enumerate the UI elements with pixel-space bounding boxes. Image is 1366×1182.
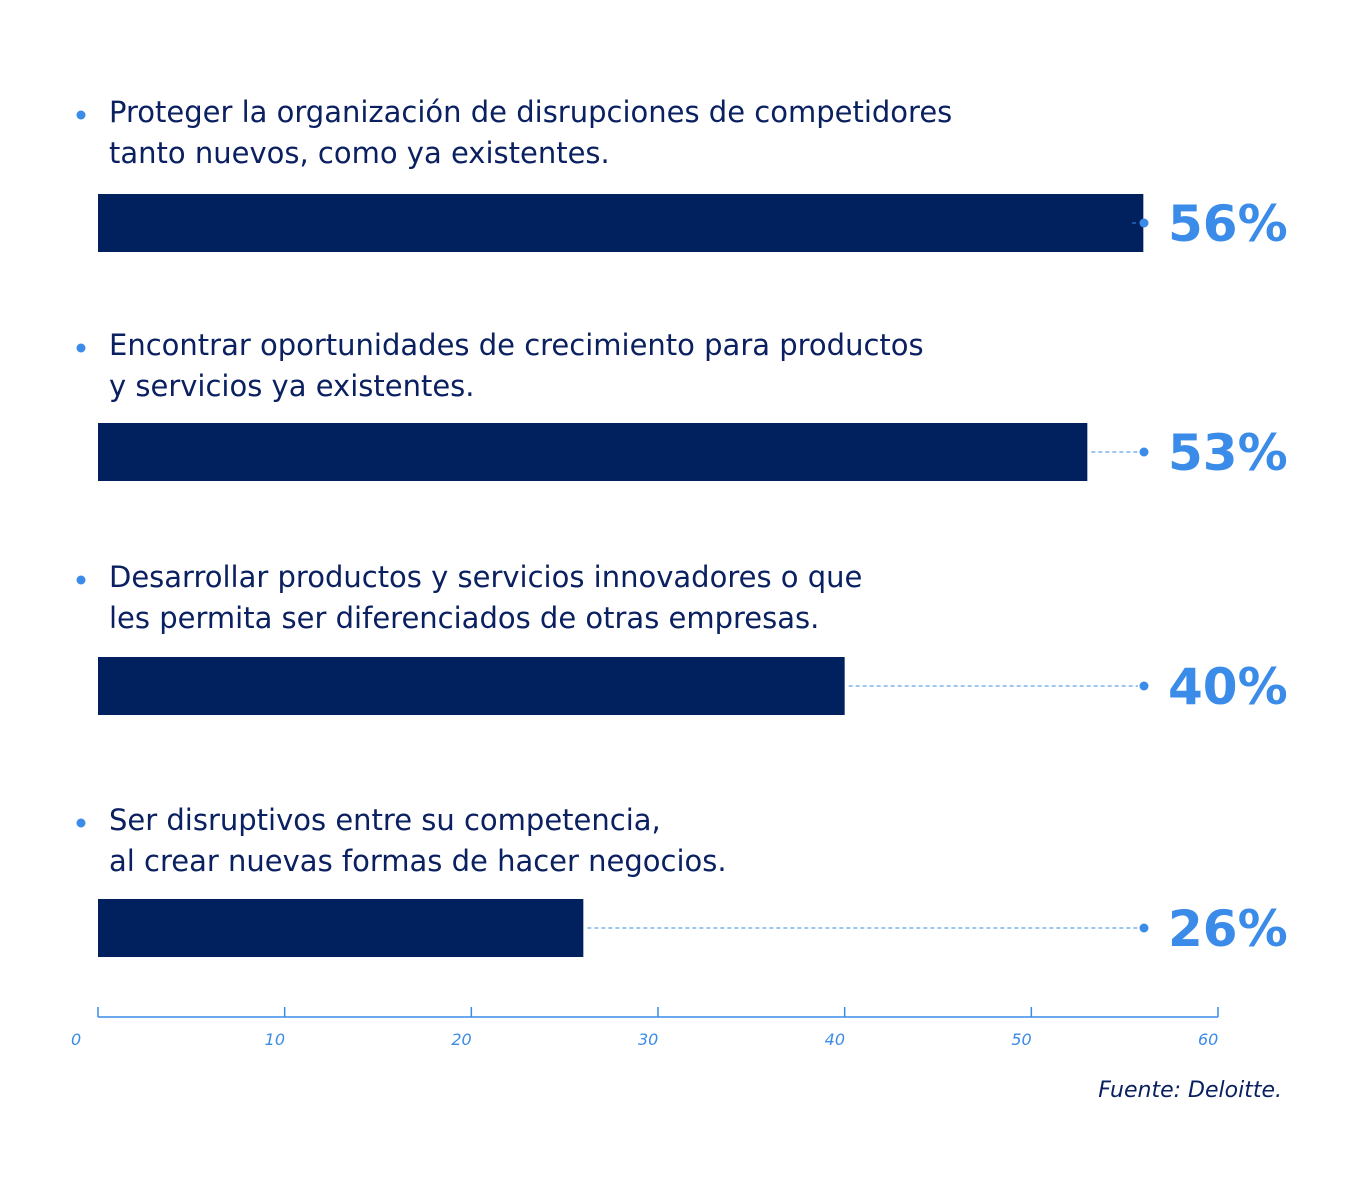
leader-dot	[1139, 218, 1149, 228]
value-label: 40%	[1168, 658, 1288, 716]
x-tick-label: 10	[265, 1030, 285, 1049]
category-label: Desarrollar productos y servicios innova…	[109, 560, 862, 594]
leader-dot	[1139, 447, 1149, 457]
category-label: tanto nuevos, como ya existentes.	[109, 136, 610, 170]
x-tick-label: 60	[1198, 1030, 1218, 1049]
bar	[98, 899, 584, 957]
category-label: Proteger la organización de disrupciones…	[109, 95, 952, 129]
category-label: al crear nuevas formas de hacer negocios…	[109, 844, 727, 878]
bullet-dot	[76, 343, 86, 353]
value-label: 53%	[1168, 424, 1288, 482]
bar	[98, 194, 1144, 252]
x-tick-label: 40	[825, 1030, 845, 1049]
leader-dot	[1139, 923, 1149, 933]
leader-dot	[1139, 681, 1149, 691]
source-note: Fuente: Deloitte.	[1098, 1078, 1282, 1103]
category-label: Encontrar oportunidades de crecimiento p…	[109, 328, 924, 362]
value-label: 56%	[1168, 195, 1288, 253]
bar	[98, 657, 845, 715]
x-tick-label: 0	[71, 1030, 81, 1049]
category-label: Ser disruptivos entre su competencia,	[109, 803, 661, 837]
x-tick-label: 30	[638, 1030, 658, 1049]
bar	[98, 423, 1088, 481]
x-tick-label: 20	[451, 1030, 471, 1049]
category-label: les permita ser diferenciados de otras e…	[109, 601, 819, 635]
bullet-dot	[76, 818, 86, 828]
category-label: y servicios ya existentes.	[109, 369, 475, 403]
x-tick-label: 50	[1011, 1030, 1031, 1049]
bullet-dot	[76, 110, 86, 120]
bullet-dot	[76, 575, 86, 585]
value-label: 26%	[1168, 900, 1288, 958]
